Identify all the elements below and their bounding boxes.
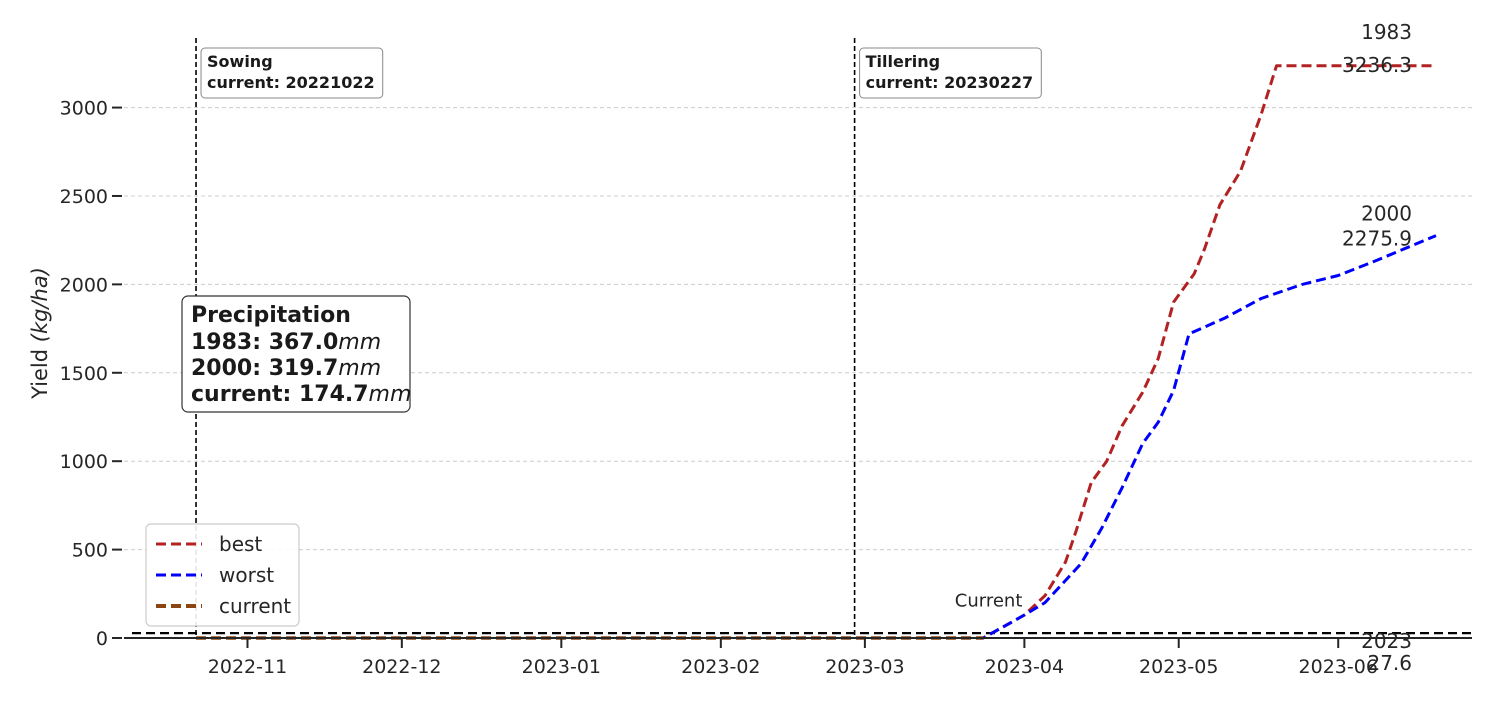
y-tick-label: 2500: [60, 186, 108, 208]
legend: best worst current: [145, 523, 300, 627]
end-label-year: 2023: [1361, 629, 1412, 653]
series-line-best: [196, 64, 1436, 640]
y-tick-label: 0: [96, 628, 108, 650]
x-tick-label: 2023-04: [985, 656, 1064, 678]
precipitation-line: 2000: 319.7mm: [191, 356, 381, 381]
x-tick-label: 2023-06: [1299, 656, 1378, 678]
stage-date: current: 20230227: [866, 73, 1034, 92]
legend-box: [145, 523, 300, 627]
precipitation-box: [181, 295, 411, 413]
end-label-value: 27.6: [1367, 651, 1412, 675]
precipitation-title: Precipitation: [191, 303, 351, 328]
stage-annotation-box: [859, 47, 1042, 99]
legend-label-current: current: [219, 594, 291, 618]
y-axis-label: Yield (kg/ha): [28, 267, 52, 400]
x-tick-label: 2022-11: [208, 656, 287, 678]
stage-annotation-box: [200, 47, 384, 99]
x-tick-label: 2022-12: [362, 656, 441, 678]
end-label-year: 1983: [1361, 20, 1412, 44]
current-marker-label: Current: [955, 591, 1023, 612]
series-line-worst: [196, 234, 1437, 640]
y-tick-label: 1500: [60, 363, 108, 385]
stage-date: current: 20221022: [207, 73, 375, 92]
end-label-value: 3236.3: [1342, 53, 1412, 77]
end-label-year: 2000: [1361, 202, 1412, 226]
stage-name: Tillering: [866, 52, 940, 71]
stage-name: Sowing: [207, 52, 273, 71]
y-tick-label: 1000: [60, 451, 108, 473]
end-label-value: 2275.9: [1342, 227, 1412, 251]
stage-lines: Sowing current: 20221022 Tillering current:…: [195, 38, 1042, 638]
precipitation-line: 1983: 367.0mm: [191, 330, 381, 355]
legend-label-worst: worst: [219, 563, 274, 587]
legend-label-best: best: [219, 532, 262, 556]
axes: 0 500 1000 1500 2000 2500 3000 2022-11 2022-12 20…: [28, 98, 1472, 678]
x-tick-label: 2023-03: [825, 656, 904, 678]
y-tick-label: 2000: [60, 274, 108, 296]
y-tick-label: 500: [72, 540, 108, 562]
x-tick-label: 2023-05: [1139, 656, 1218, 678]
x-tick-label: 2023-02: [681, 656, 760, 678]
x-tick-label: 2023-01: [522, 656, 601, 678]
y-tick-label: 3000: [60, 98, 108, 120]
precipitation-line: current: 174.7mm: [191, 382, 411, 407]
